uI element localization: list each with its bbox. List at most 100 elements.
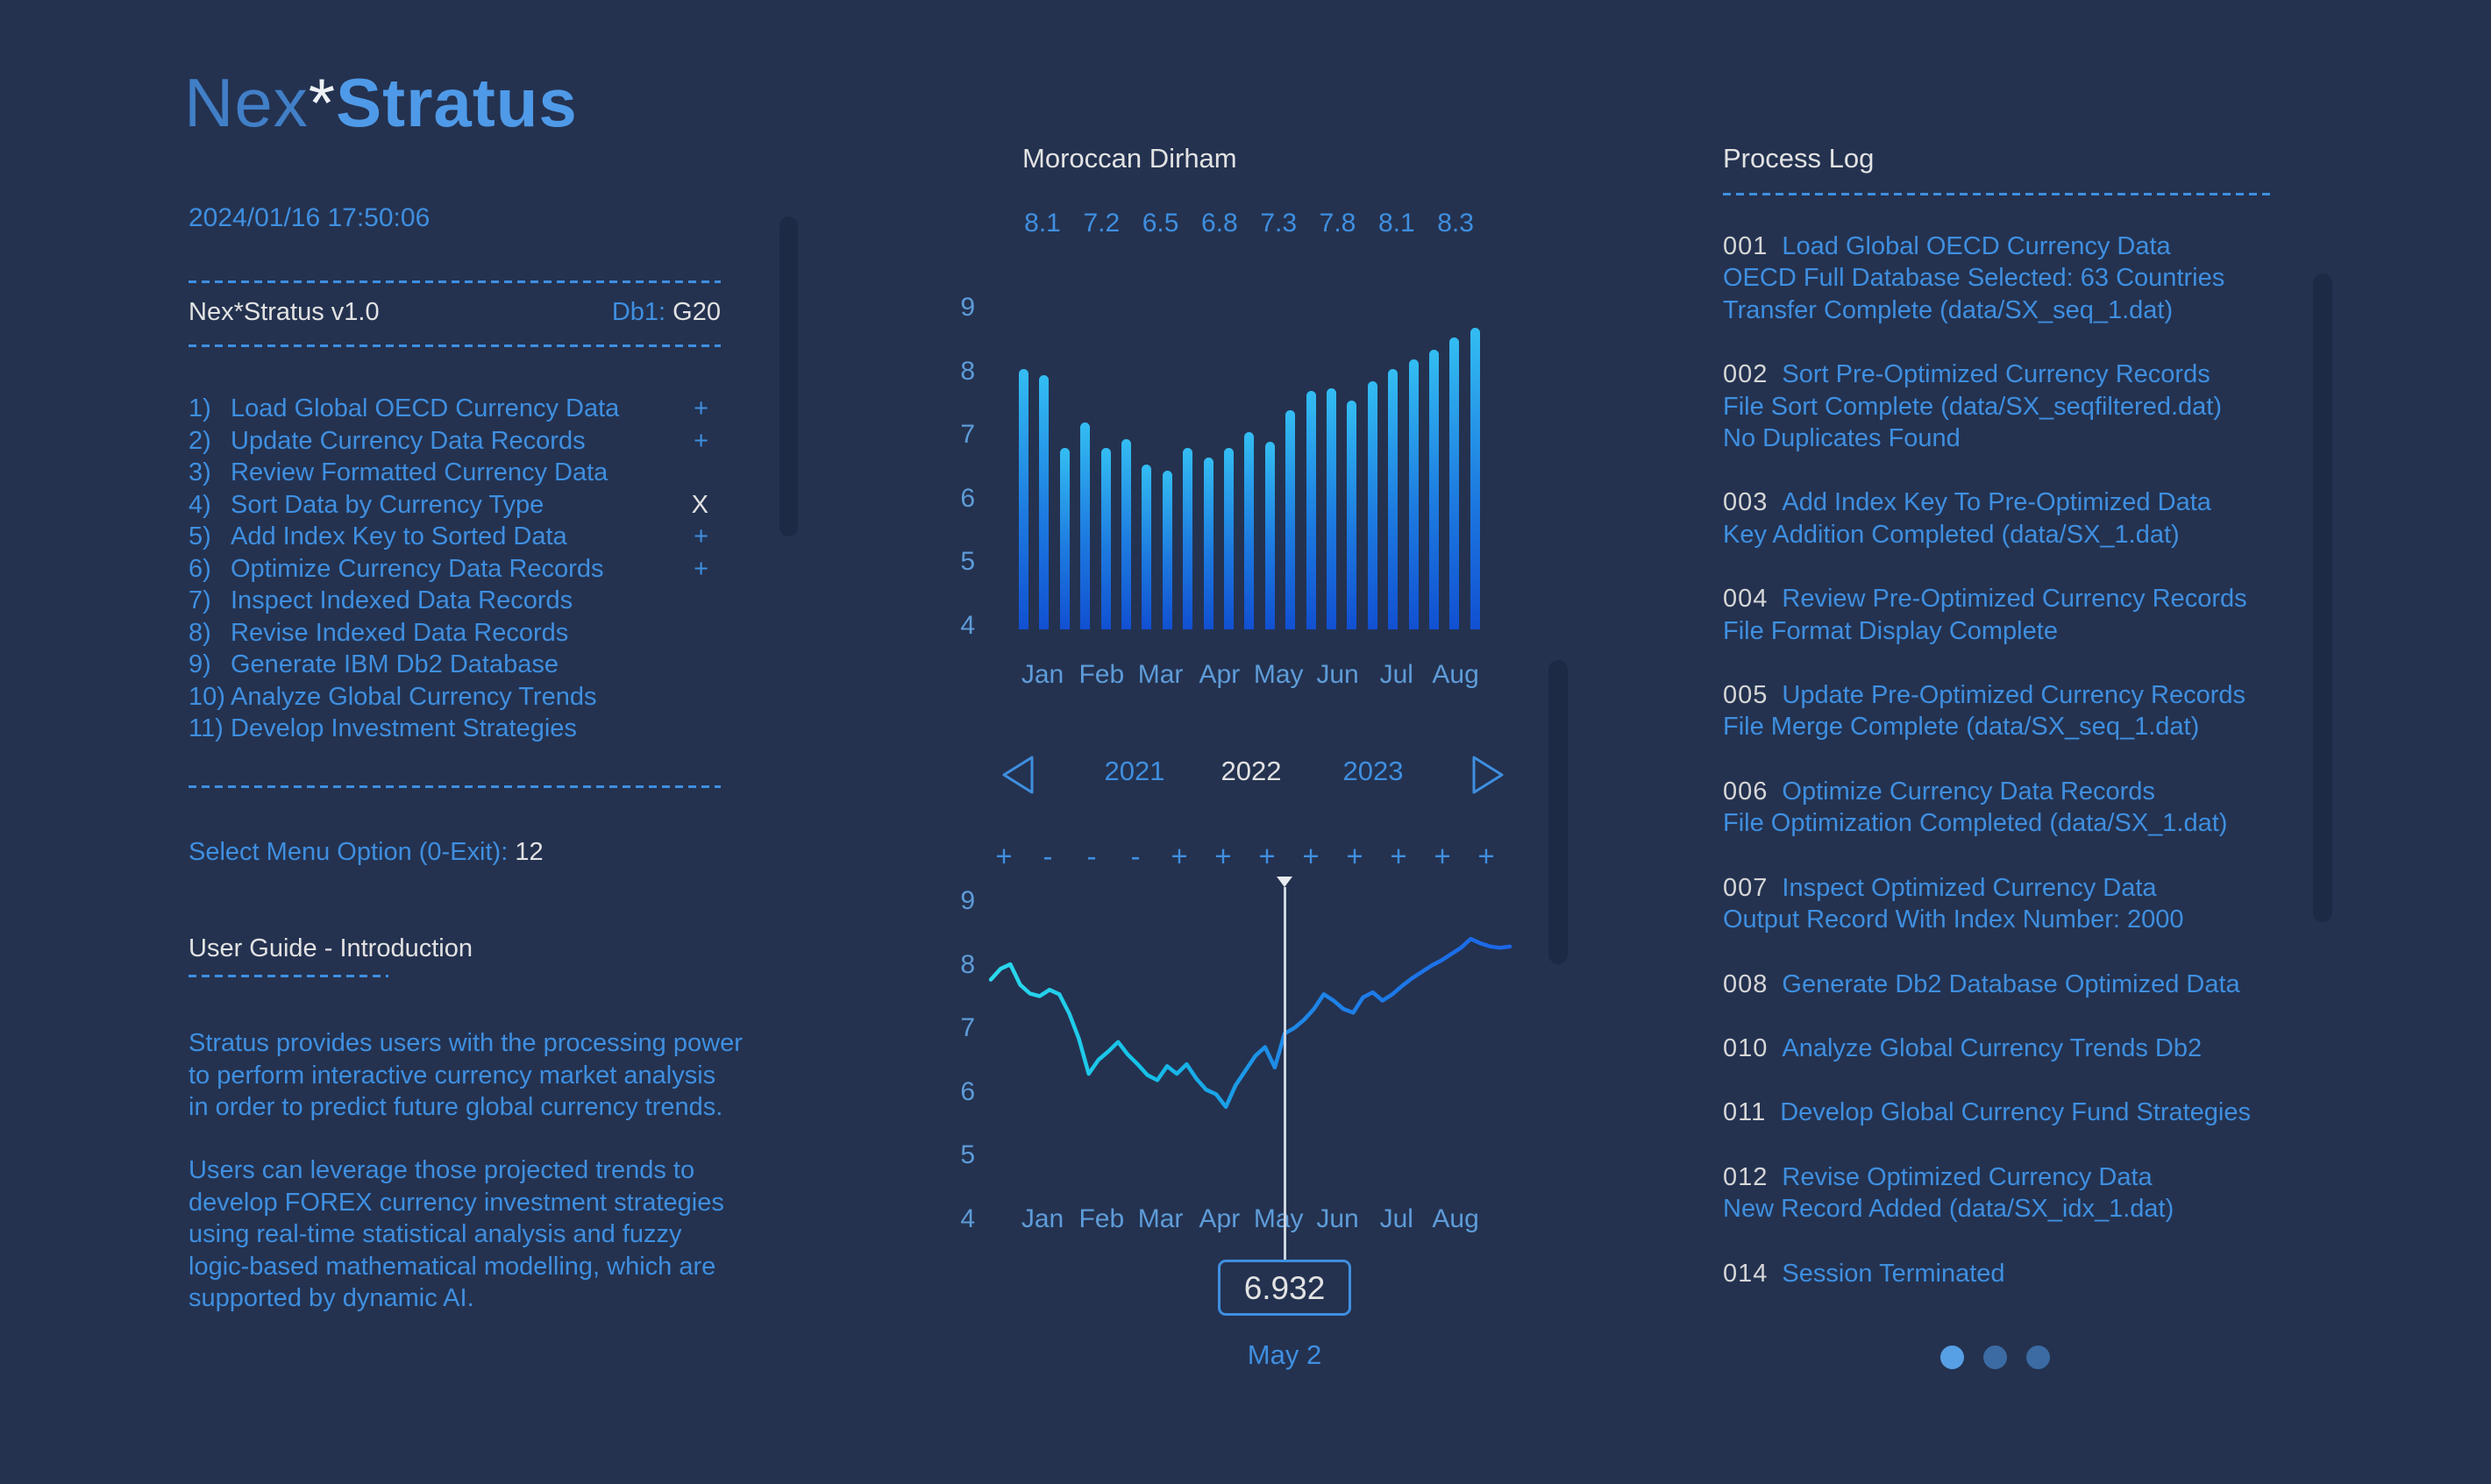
log-entry-title: Optimize Currency Data Records [1782, 777, 2155, 806]
menu-item[interactable]: 2) Update Currency Data Records + [189, 425, 721, 458]
bar [1264, 442, 1275, 629]
y-axis-tick: 5 [960, 1140, 975, 1170]
log-entry-number: 007 [1723, 873, 1769, 902]
bar [1408, 359, 1419, 629]
bar [1162, 470, 1172, 629]
menu-item-number: 9) [189, 650, 211, 678]
menu-item-label: Load Global OECD Currency Data [231, 394, 620, 422]
year-tab-2022-selected[interactable]: 2022 [1221, 756, 1282, 786]
zoom-plus-control[interactable]: + [1477, 840, 1495, 872]
middle-scrollbar-track[interactable] [1548, 660, 1568, 964]
log-entry: 014 Session Terminated [1723, 1258, 2271, 1289]
x-axis-month-label: Mar [1137, 660, 1184, 689]
monthly-value: 8.1 [1377, 209, 1415, 238]
year-tab-2023[interactable]: 2023 [1342, 756, 1404, 786]
app-logo: Nex*Stratus [184, 63, 578, 143]
menu-item[interactable]: 1) Load Global OECD Currency Data + [189, 393, 721, 425]
menu-item[interactable]: 9) Generate IBM Db2 Database [189, 649, 721, 681]
log-entry-number: 014 [1723, 1259, 1769, 1288]
log-entry-line: Key Addition Completed (data/SX_1.dat) [1723, 520, 2180, 549]
tooltip-date-label: May 2 [1247, 1339, 1322, 1370]
divider-dashed-short [189, 975, 388, 977]
pagination-dot-active[interactable] [1940, 1346, 1964, 1369]
menu-item[interactable]: 7) Inspect Indexed Data Records [189, 585, 721, 617]
log-entry: 007 Inspect Optimized Currency Data Output… [1723, 872, 2271, 936]
log-entry-line: 010 Analyze Global Currency Trends Db2 [1723, 1033, 2271, 1064]
menu-item-label: Inspect Indexed Data Records [231, 586, 573, 614]
menu-item[interactable]: 3) Review Formatted Currency Data [189, 457, 721, 489]
zoom-plus-control[interactable]: + [1171, 840, 1188, 872]
pagination-dot-inactive[interactable] [1983, 1346, 2007, 1369]
next-year-button[interactable] [1470, 756, 1505, 794]
zoom-plus-control[interactable]: + [1302, 840, 1320, 872]
bar [1019, 368, 1028, 629]
zoom-minus-control[interactable]: - [1043, 840, 1053, 872]
datetime-display: 2024/01/16 17:50:06 [189, 203, 431, 232]
menu-option-input[interactable]: 12 [515, 838, 544, 866]
x-axis-month-label: Aug [1432, 660, 1479, 689]
menu-item-number: 3) [189, 458, 211, 486]
menu-item[interactable]: 5) Add Index Key to Sorted Data + [189, 521, 721, 553]
zoom-plus-control[interactable]: + [1390, 840, 1407, 872]
right-scrollbar-track[interactable] [2313, 273, 2332, 922]
left-scrollbar-track[interactable] [779, 217, 798, 536]
menu-item-number: 2) [189, 426, 211, 455]
menu-item-plus-marker: + [694, 522, 708, 550]
y-axis-tick: 6 [960, 1076, 975, 1106]
monthly-value: 7.8 [1319, 209, 1356, 238]
y-axis-tick: 9 [960, 886, 975, 915]
menu-item-number: 6) [189, 554, 211, 583]
menu-item[interactable]: 11) Develop Investment Strategies [189, 713, 721, 745]
guide-line: develop FOREX currency investment strate… [189, 1188, 724, 1217]
zoom-minus-control[interactable]: - [1130, 840, 1141, 872]
prev-year-button[interactable] [1000, 756, 1036, 794]
main-menu: 1) Load Global OECD Currency Data +2) Updat… [189, 393, 721, 745]
bar [1470, 327, 1480, 629]
log-entry-number: 002 [1723, 360, 1769, 389]
logo-star-icon: * [308, 64, 337, 141]
menu-item-number: 5) [189, 522, 211, 550]
process-log-entries: 001 Load Global OECD Currency Data OECD Fu… [1723, 231, 2271, 1289]
zoom-plus-control[interactable]: + [1214, 840, 1232, 872]
menu-item[interactable]: 4) Sort Data by Currency Type X [189, 489, 721, 522]
x-axis-month-label: Jan [1021, 1204, 1064, 1233]
x-axis-month-label: Feb [1078, 660, 1125, 689]
zoom-plus-control[interactable]: + [1434, 840, 1451, 872]
zoom-plus-control[interactable]: + [1346, 840, 1363, 872]
indicator-line[interactable] [1284, 887, 1286, 1262]
bar [1367, 381, 1377, 629]
menu-item-number: 11) [189, 714, 224, 742]
guide-title: User Guide - Introduction [189, 934, 473, 962]
prompt-label: Select Menu Option (0-Exit): [189, 838, 509, 866]
monthly-value: 8.3 [1437, 209, 1474, 238]
year-tab-2021[interactable]: 2021 [1104, 756, 1165, 786]
pagination-dot-inactive[interactable] [2026, 1346, 2050, 1369]
log-entry-line: OECD Full Database Selected: 63 Countrie… [1723, 264, 2225, 293]
zoom-plus-control[interactable]: + [1258, 840, 1276, 872]
menu-item[interactable]: 10) Analyze Global Currency Trends [189, 681, 721, 714]
menu-item-plus-marker: + [694, 394, 708, 422]
log-entry-line: File Optimization Completed (data/SX_1.d… [1723, 809, 2228, 838]
menu-item[interactable]: 8) Revise Indexed Data Records [189, 617, 721, 650]
db-indicator: Db1: G20 [612, 298, 721, 327]
guide-line: to perform interactive currency market a… [189, 1061, 716, 1090]
log-entry-line: 006 Optimize Currency Data Records [1723, 776, 2271, 807]
log-entry: 001 Load Global OECD Currency Data OECD Fu… [1723, 231, 2271, 326]
zoom-plus-control[interactable]: + [995, 840, 1013, 872]
bar [1429, 350, 1439, 629]
bar [1347, 401, 1357, 629]
log-entry-line: 003 Add Index Key To Pre-Optimized Data [1723, 486, 2271, 518]
log-entry-line: New Record Added (data/SX_idx_1.dat) [1723, 1195, 2174, 1224]
log-entry-title: Inspect Optimized Currency Data [1782, 873, 2157, 902]
guide-line: in order to predict future global curren… [189, 1093, 723, 1121]
zoom-minus-control[interactable]: - [1086, 840, 1097, 872]
x-axis-month-label: Mar [1137, 1204, 1184, 1233]
bar [1059, 448, 1070, 629]
menu-item[interactable]: 6) Optimize Currency Data Records + [189, 553, 721, 586]
log-entry: 010 Analyze Global Currency Trends Db2 [1723, 1033, 2271, 1064]
x-axis-month-label: Jul [1379, 1204, 1413, 1233]
log-entry-number: 005 [1723, 681, 1769, 710]
log-entry: 002 Sort Pre-Optimized Currency Records Fi… [1723, 359, 2271, 454]
log-entry-title: Develop Global Currency Fund Strategies [1780, 1098, 2252, 1127]
log-entry: 005 Update Pre-Optimized Currency Records… [1723, 679, 2271, 743]
